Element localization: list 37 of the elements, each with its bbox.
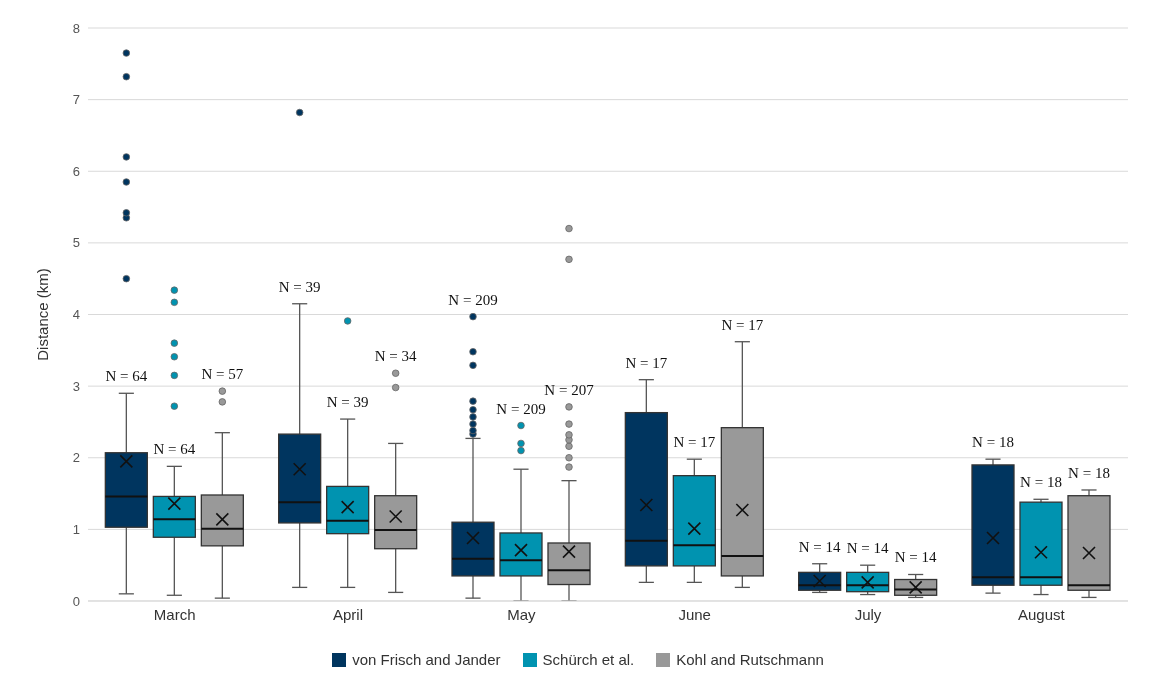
legend-label: Schürch et al. bbox=[542, 651, 635, 668]
y-tick-label: 1 bbox=[72, 521, 80, 537]
y-tick-label: 7 bbox=[72, 92, 80, 108]
text: N = 57 bbox=[201, 366, 244, 383]
legend-label: Kohl and Rutschmann bbox=[676, 651, 824, 668]
text: N = 18 bbox=[1068, 464, 1110, 481]
x-tick-label: March bbox=[153, 605, 196, 623]
x-tick-label: April bbox=[332, 605, 364, 623]
y-axis-title: Distance (km) bbox=[34, 268, 52, 361]
x-tick-label: July bbox=[854, 605, 882, 623]
x-tick-label: May bbox=[507, 605, 536, 623]
y-tick-label: 4 bbox=[72, 307, 80, 323]
text: N = 17 bbox=[673, 434, 716, 451]
text: N = 209 bbox=[496, 400, 546, 417]
y-tick-label: 5 bbox=[72, 235, 80, 251]
text: N = 18 bbox=[1020, 474, 1062, 491]
text: N = 34 bbox=[374, 348, 417, 365]
y-tick-label: 3 bbox=[72, 378, 80, 394]
text: N = 209 bbox=[448, 291, 498, 308]
text: N = 207 bbox=[544, 381, 594, 398]
y-tick-label: 8 bbox=[72, 20, 80, 36]
text: N = 17 bbox=[721, 316, 764, 333]
text: N = 64 bbox=[153, 441, 196, 458]
text: N = 39 bbox=[326, 394, 369, 411]
text: N = 14 bbox=[846, 540, 889, 557]
y-tick-label: 2 bbox=[72, 450, 80, 466]
legend-label: von Frisch and Jander bbox=[352, 651, 501, 668]
y-tick-label: 6 bbox=[72, 163, 80, 179]
text: N = 17 bbox=[625, 354, 668, 371]
x-tick-label: June bbox=[678, 605, 711, 623]
y-tick-label: 0 bbox=[72, 593, 80, 609]
text: N = 14 bbox=[894, 549, 937, 566]
text: N = 14 bbox=[798, 538, 841, 555]
text: N = 18 bbox=[972, 434, 1014, 451]
x-tick-label: August bbox=[1017, 605, 1066, 623]
text: N = 39 bbox=[278, 278, 321, 295]
text: N = 64 bbox=[105, 368, 148, 385]
